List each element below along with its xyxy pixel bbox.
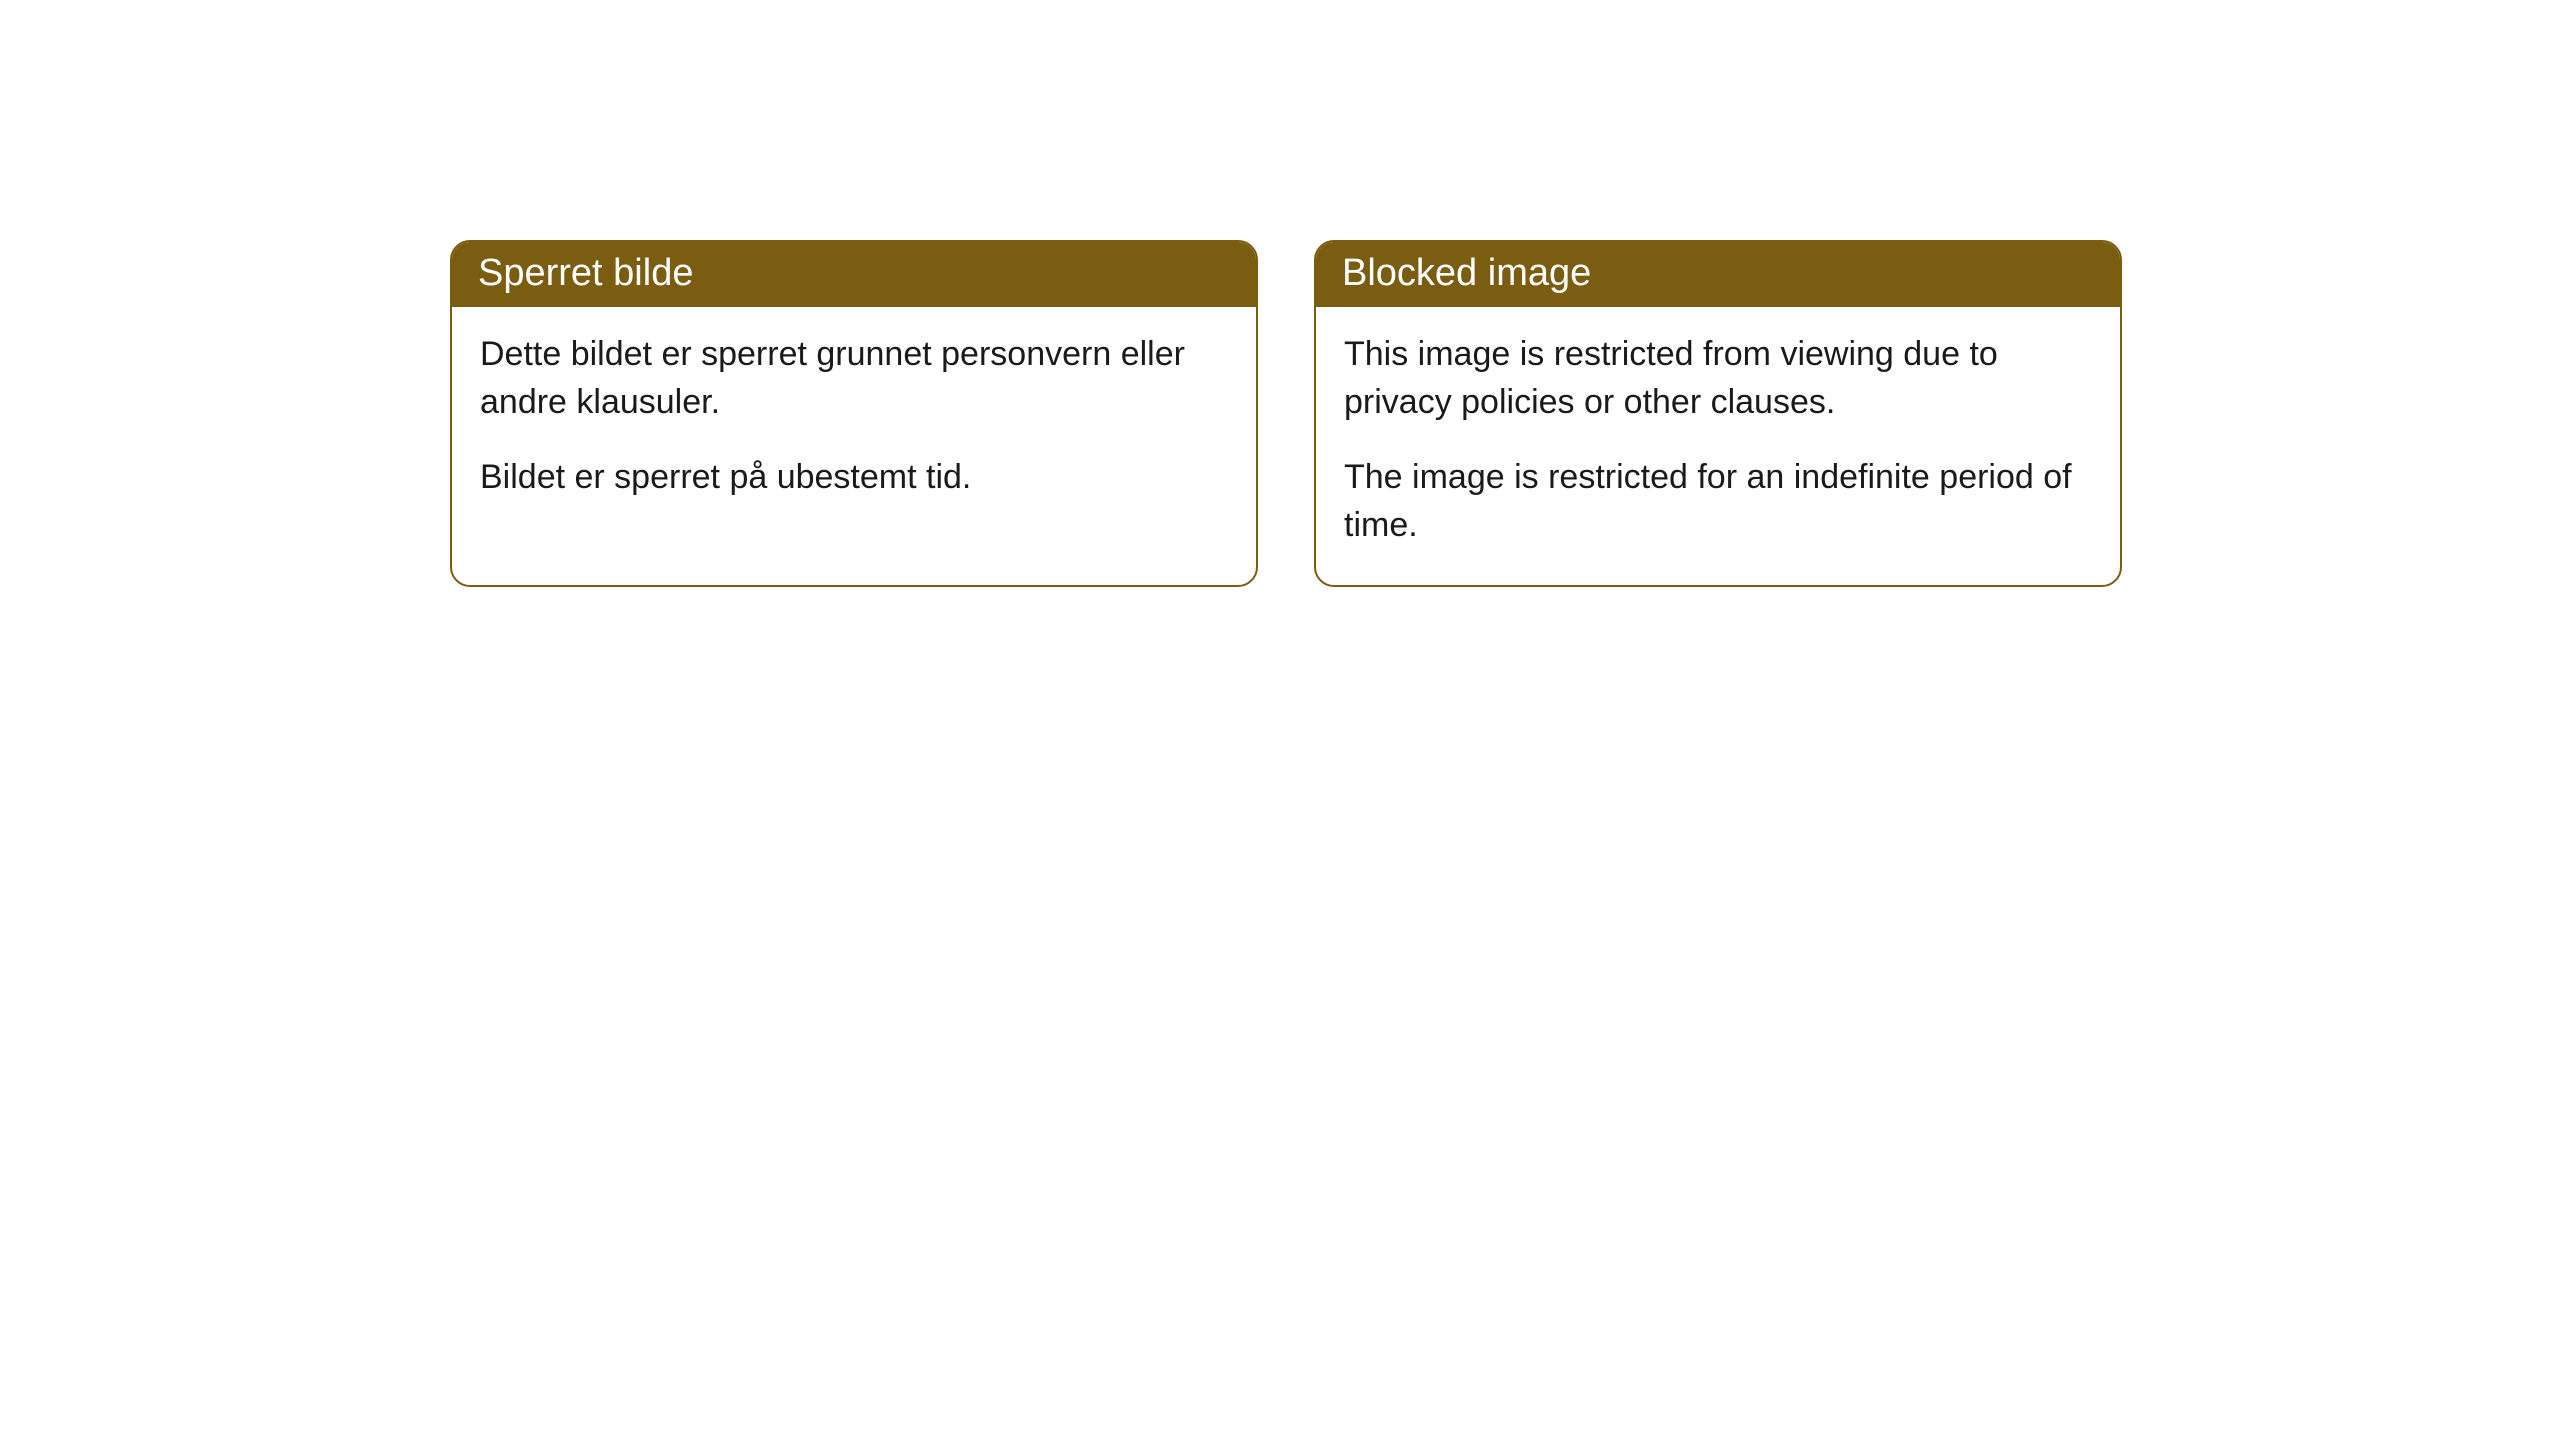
card-paragraph-no-2: Bildet er sperret på ubestemt tid.: [480, 454, 1228, 502]
card-body-en: This image is restricted from viewing du…: [1316, 307, 2120, 585]
card-paragraph-no-1: Dette bildet er sperret grunnet personve…: [480, 331, 1228, 426]
card-body-no: Dette bildet er sperret grunnet personve…: [452, 307, 1256, 538]
cards-container: Sperret bilde Dette bildet er sperret gr…: [450, 240, 2122, 587]
card-paragraph-en-1: This image is restricted from viewing du…: [1344, 331, 2092, 426]
blocked-image-card-en: Blocked image This image is restricted f…: [1314, 240, 2122, 587]
card-title-no: Sperret bilde: [452, 242, 1256, 307]
card-paragraph-en-2: The image is restricted for an indefinit…: [1344, 454, 2092, 549]
card-title-en: Blocked image: [1316, 242, 2120, 307]
blocked-image-card-no: Sperret bilde Dette bildet er sperret gr…: [450, 240, 1258, 587]
